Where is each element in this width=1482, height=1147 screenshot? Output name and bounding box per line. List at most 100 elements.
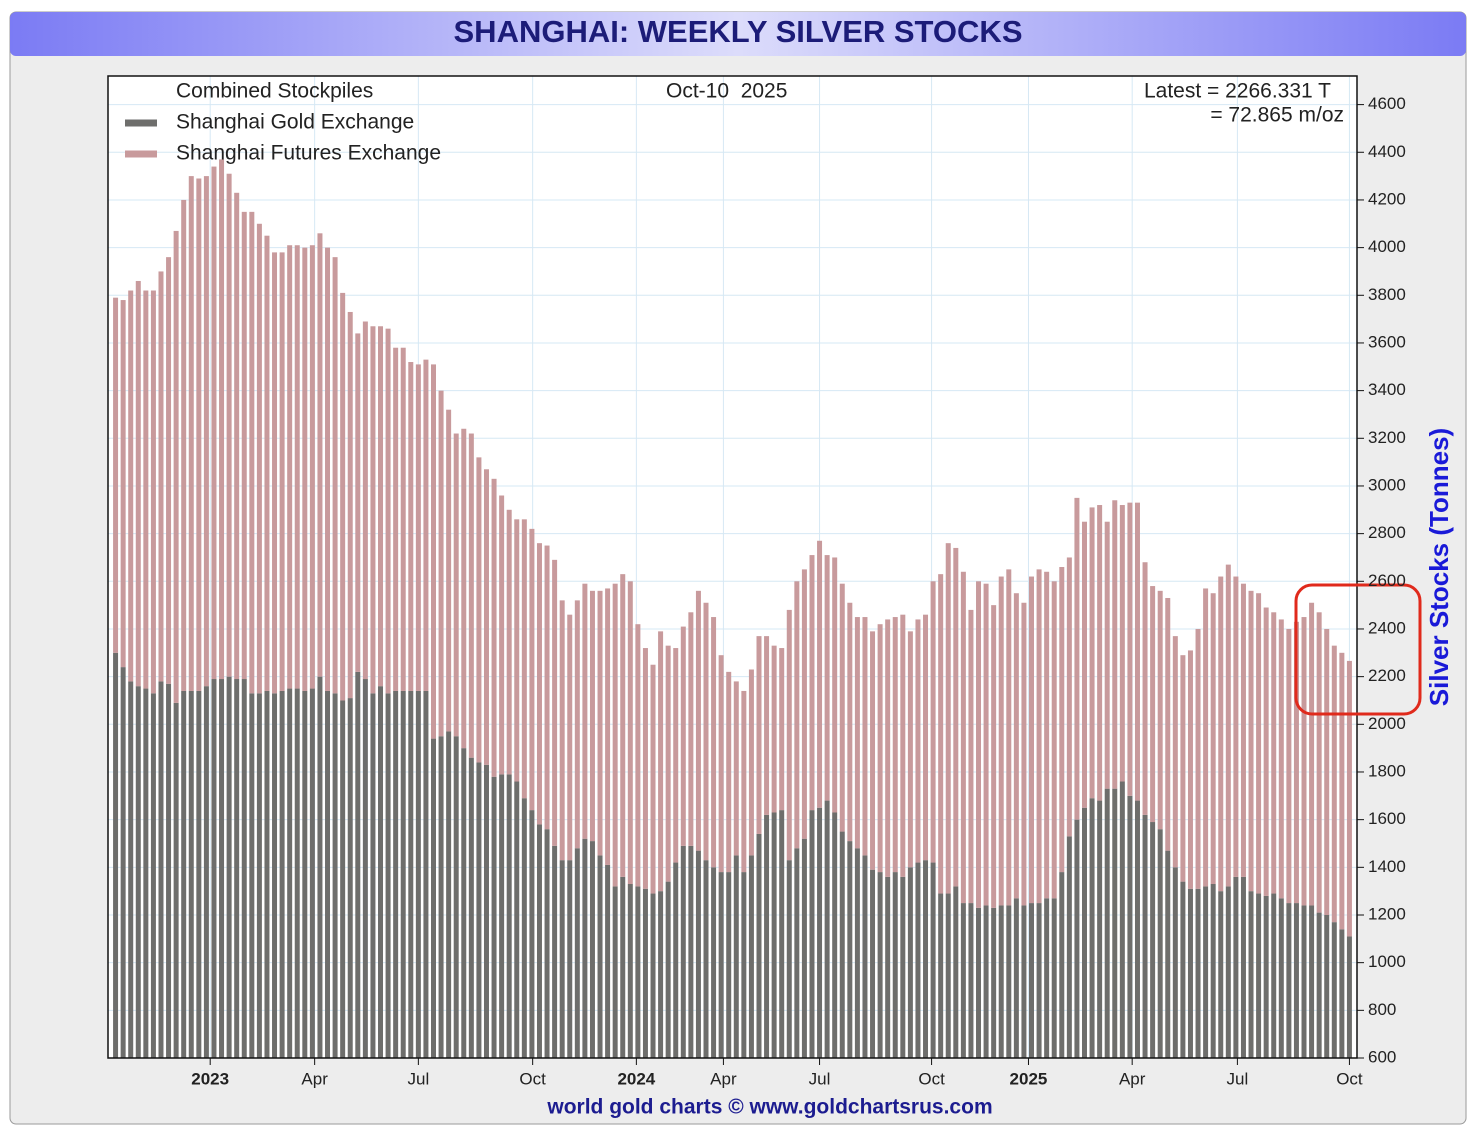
highlight-box — [1294, 583, 1422, 716]
bar-segment — [1165, 597, 1171, 851]
bar-segment — [1339, 652, 1345, 930]
bar-segment — [923, 614, 929, 861]
bar-segment — [1331, 922, 1337, 1058]
y-axis-label: Silver Stocks (Tonnes) — [1424, 428, 1454, 706]
bar-segment — [544, 829, 550, 1058]
bar-segment — [627, 581, 633, 885]
bar-segment — [688, 612, 694, 846]
bar-segment — [370, 326, 376, 694]
bar-segment — [1331, 645, 1337, 923]
bar-segment — [589, 590, 595, 842]
bar-segment — [1059, 872, 1065, 1058]
bar-segment — [219, 679, 225, 1058]
legend-label: Shanghai Futures Exchange — [176, 142, 441, 165]
bar-segment — [529, 810, 535, 1058]
bar-segment — [635, 624, 641, 887]
bar-segment — [514, 781, 520, 1058]
bar-segment — [1309, 905, 1315, 1058]
bar-segment — [907, 867, 913, 1058]
bar-segment — [309, 688, 315, 1058]
title-bar — [10, 12, 1466, 56]
bar-segment — [536, 543, 542, 825]
bar-segment — [1119, 505, 1125, 782]
bar-segment — [514, 519, 520, 782]
bar-segment — [226, 676, 232, 1058]
bar-segment — [378, 326, 384, 687]
bar-segment — [1240, 876, 1246, 1058]
bar-segment — [1044, 898, 1050, 1058]
bar-segment — [1051, 898, 1057, 1058]
x-tick-label: 2025 — [1010, 1069, 1048, 1088]
bar-segment — [1271, 893, 1277, 1058]
bar-segment — [1051, 581, 1057, 899]
bar-segment — [430, 364, 436, 739]
bar-segment — [325, 690, 331, 1058]
bar-segment — [476, 457, 482, 763]
bar-segment — [196, 690, 202, 1058]
bar-segment — [438, 736, 444, 1058]
bar-segment — [158, 271, 164, 682]
y-tick-label: 3200 — [1368, 428, 1406, 447]
bar-segment — [915, 862, 921, 1058]
bar-segment — [589, 841, 595, 1058]
bar-segment — [824, 800, 830, 1058]
bar-segment — [650, 893, 656, 1058]
bar-segment — [400, 690, 406, 1058]
latest-annotation: = 72.865 m/oz — [1210, 104, 1344, 127]
bar-segment — [1301, 617, 1307, 906]
bar-segment — [453, 433, 459, 737]
bar-segment — [832, 557, 838, 813]
bar-segment — [1089, 507, 1095, 799]
bar-segment — [249, 693, 255, 1058]
bar-segment — [325, 247, 331, 691]
bar-segment — [1134, 800, 1140, 1058]
bar-segment — [1044, 571, 1050, 899]
bar-segment — [991, 605, 997, 908]
bar-segment — [703, 602, 709, 861]
bar-segment — [491, 776, 497, 1058]
bar-segment — [695, 590, 701, 851]
bar-segment — [605, 864, 611, 1058]
bar-segment — [1324, 628, 1330, 915]
bar-segment — [1286, 628, 1292, 904]
bar-segment — [1112, 788, 1118, 1058]
y-tick-label: 3600 — [1368, 332, 1406, 351]
bar-segment — [741, 690, 747, 873]
bar-segment — [559, 860, 565, 1058]
bar-segment — [854, 617, 860, 849]
bar-segment — [817, 807, 823, 1058]
bar-segment — [1104, 788, 1110, 1058]
bar-segment — [824, 555, 830, 801]
source: world gold charts © www.goldchartsrus.co… — [546, 1096, 992, 1119]
bar-segment — [976, 581, 982, 908]
bar-segment — [748, 669, 754, 856]
bar-segment — [733, 855, 739, 1058]
bar-segment — [597, 855, 603, 1058]
bar-segment — [794, 848, 800, 1058]
bar-segment — [991, 907, 997, 1058]
y-tick-label: 3000 — [1368, 475, 1406, 494]
bar-segment — [408, 690, 414, 1058]
bar-segment — [718, 872, 724, 1058]
bar-segment — [446, 409, 452, 732]
bar-segment — [272, 252, 278, 694]
bar-segment — [983, 905, 989, 1058]
bar-segment — [128, 681, 134, 1058]
x-tick-label: Oct — [1336, 1069, 1363, 1088]
y-tick-label: 1400 — [1368, 857, 1406, 876]
bar-segment — [665, 645, 671, 882]
bar-segment — [1225, 886, 1231, 1058]
bar-segment — [461, 428, 467, 749]
bar-segment — [779, 648, 785, 811]
bar-segment — [1097, 505, 1103, 801]
bar-segment — [1112, 500, 1118, 789]
bar-segment — [1293, 621, 1299, 904]
bar-segment — [945, 893, 951, 1058]
bar-segment — [567, 614, 573, 861]
bar-segment — [135, 280, 141, 687]
bar-segment — [574, 848, 580, 1058]
bar-segment — [559, 600, 565, 861]
bar-segment — [1013, 593, 1019, 899]
bar-segment — [1119, 781, 1125, 1058]
bar-segment — [756, 636, 762, 834]
